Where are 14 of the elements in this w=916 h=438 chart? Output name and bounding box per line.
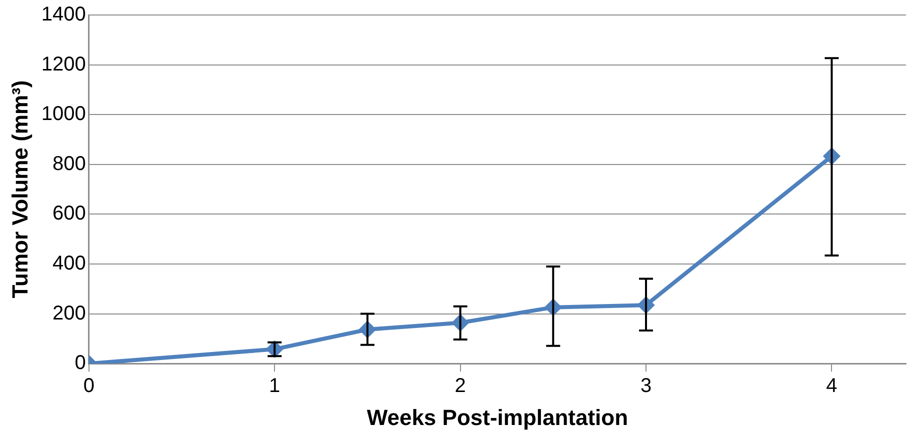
y-tick-label: 1400: [41, 4, 86, 26]
y-tick-label: 800: [52, 152, 86, 175]
x-axis-title: Weeks Post-implantation: [366, 404, 628, 430]
y-tick-label: 600: [52, 202, 86, 225]
x-tick-label: 2: [454, 375, 466, 398]
y-tick-label: 400: [52, 252, 86, 275]
y-tick-label: 200: [52, 302, 86, 324]
y-tick-label: 1000: [41, 103, 86, 126]
y-tick-label: 1200: [41, 53, 86, 76]
y-tick-label: 0: [74, 352, 86, 374]
x-tick-label: 3: [640, 375, 652, 398]
y-axis-title: Tumor Volume (mm³): [7, 80, 32, 298]
x-tick-label: 1: [269, 375, 280, 398]
x-tick-label: 4: [826, 375, 838, 398]
